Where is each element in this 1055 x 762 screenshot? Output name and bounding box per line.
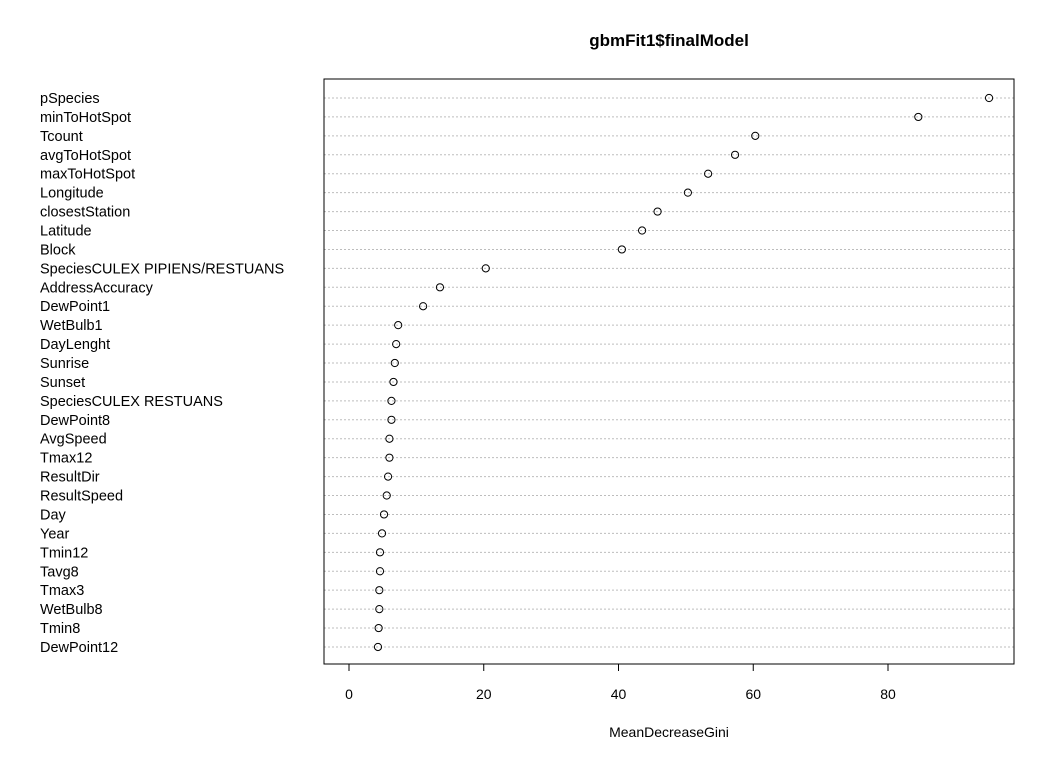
- variable-label: avgToHotSpot: [40, 148, 131, 164]
- variable-label: Longitude: [40, 186, 104, 202]
- data-point: [385, 434, 394, 443]
- variable-label: Tmin8: [40, 621, 80, 637]
- data-point: [375, 605, 384, 614]
- data-point: [984, 93, 994, 103]
- variable-label: Tmax3: [40, 583, 84, 599]
- variable-label: Block: [40, 242, 76, 258]
- variable-label: pSpecies: [40, 91, 100, 107]
- data-point: [394, 321, 403, 330]
- guide-lines: [324, 97, 1014, 648]
- data-point: [683, 188, 692, 197]
- variable-label: WetBulb1: [40, 318, 103, 334]
- variable-label: Day: [40, 507, 67, 523]
- data-point: [387, 396, 396, 405]
- variable-label: Tmax12: [40, 451, 92, 467]
- data-point: [617, 245, 626, 254]
- variable-label: DayLenght: [40, 337, 110, 353]
- variable-label: ResultSpeed: [40, 489, 123, 505]
- data-point: [730, 150, 740, 159]
- data-point: [751, 131, 760, 140]
- x-tick-label: 0: [345, 686, 353, 702]
- data-point: [914, 112, 923, 122]
- variable-label: Tcount: [40, 129, 83, 145]
- variable-label: DewPoint12: [40, 640, 118, 656]
- x-axis-label: MeanDecreaseGini: [609, 724, 729, 740]
- data-point: [375, 548, 385, 557]
- data-point: [481, 264, 490, 273]
- data-point: [383, 472, 393, 481]
- variable-labels: pSpecies minToHotSpot Tcount avgToHotSpot ma…: [40, 91, 284, 656]
- x-tick-label: 40: [611, 686, 627, 702]
- data-point: [704, 169, 713, 178]
- variable-label: AddressAccuracy: [40, 280, 154, 296]
- variable-label: Latitude: [40, 224, 92, 240]
- variable-label: Sunset: [40, 375, 85, 391]
- chart-title: gbmFit1$finalModel: [589, 31, 749, 50]
- x-tick-label: 80: [880, 686, 896, 702]
- variable-label: DewPoint1: [40, 299, 110, 315]
- data-point: [375, 586, 384, 595]
- data-point: [377, 529, 387, 538]
- data-point: [375, 567, 385, 576]
- data-point: [637, 226, 647, 235]
- variable-label: DewPoint8: [40, 413, 110, 429]
- plot-frame: [323, 78, 1015, 665]
- variable-label: SpeciesCULEX PIPIENS/RESTUANS: [40, 261, 284, 277]
- data-point: [653, 207, 662, 216]
- variable-label: Sunrise: [40, 356, 89, 372]
- variable-label: closestStation: [40, 205, 130, 221]
- variable-label: Year: [40, 526, 69, 542]
- data-point: [385, 453, 394, 462]
- data-point: [435, 283, 445, 292]
- data-points: [373, 93, 994, 652]
- data-point: [382, 491, 391, 500]
- variable-label: ResultDir: [40, 470, 100, 486]
- variable-label: AvgSpeed: [40, 432, 107, 448]
- variable-label: minToHotSpot: [40, 110, 131, 126]
- variable-label: WetBulb8: [40, 602, 103, 618]
- x-tick-label: 20: [476, 686, 492, 702]
- data-point: [387, 415, 396, 424]
- x-axis: 0 20 40 60 80: [345, 663, 896, 702]
- data-point: [419, 302, 428, 311]
- data-point: [374, 623, 383, 633]
- variable-label: Tavg8: [40, 564, 79, 580]
- data-point: [389, 377, 398, 387]
- data-point: [392, 339, 401, 349]
- x-tick-label: 60: [745, 686, 761, 702]
- data-point: [390, 358, 399, 368]
- variable-label: maxToHotSpot: [40, 167, 135, 183]
- variable-label: Tmin12: [40, 545, 88, 561]
- variable-label: SpeciesCULEX RESTUANS: [40, 394, 223, 410]
- data-point: [373, 642, 383, 652]
- data-point: [379, 510, 389, 519]
